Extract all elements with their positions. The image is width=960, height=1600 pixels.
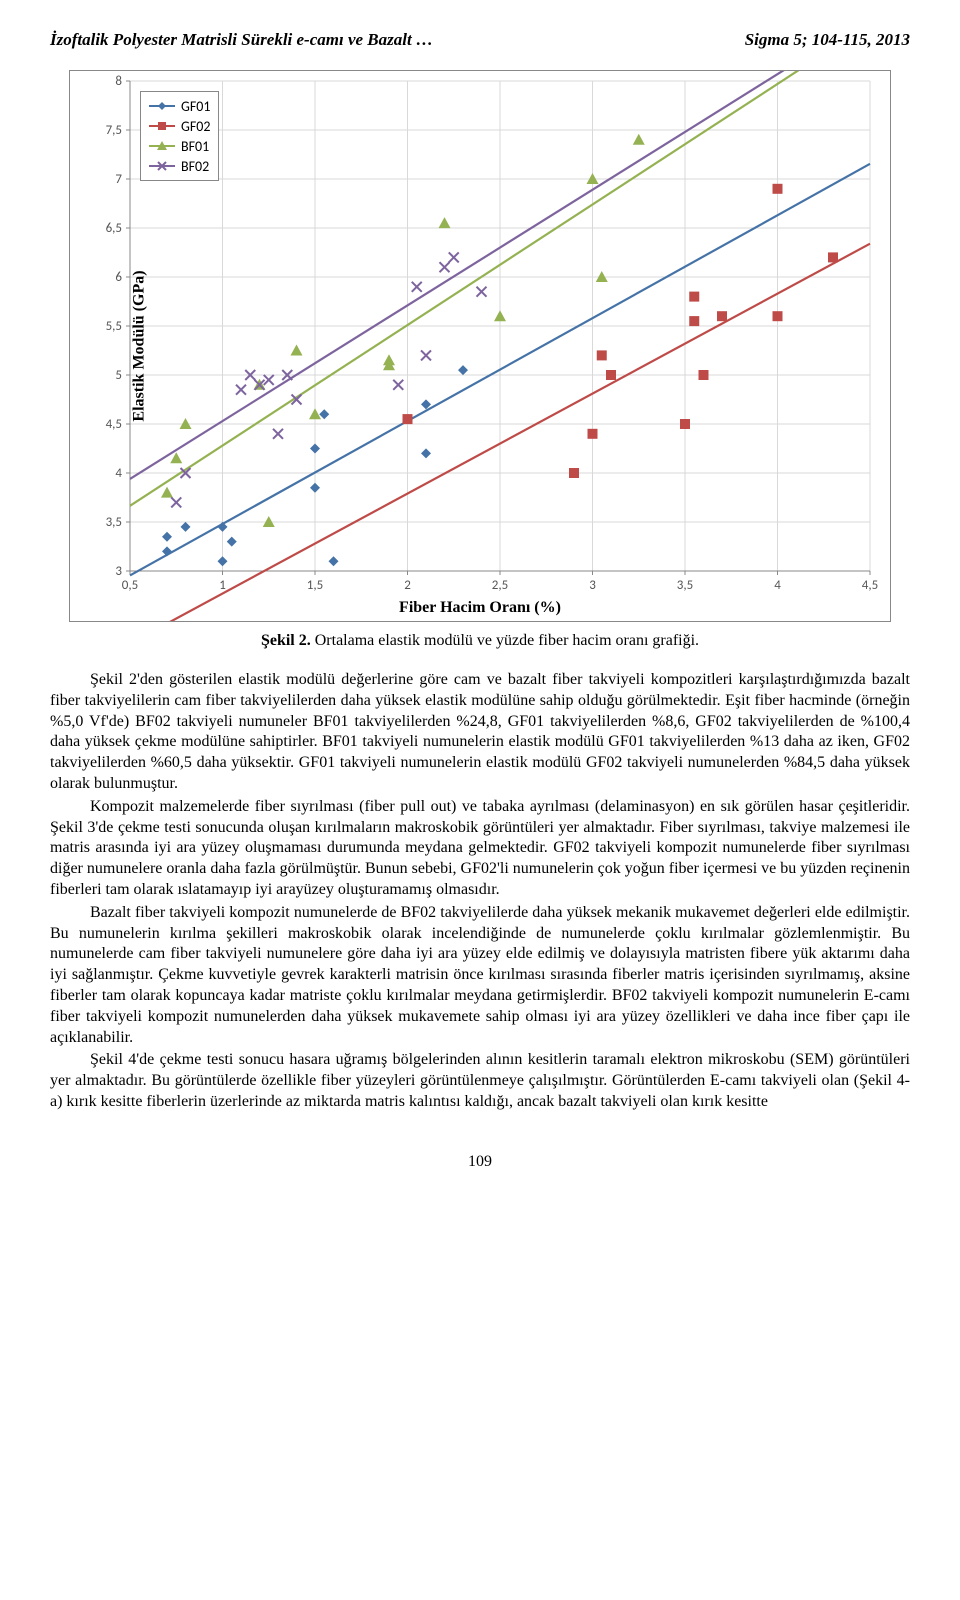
svg-text:5,5: 5,5 [106, 319, 122, 334]
page-number: 109 [50, 1153, 910, 1171]
legend-label: BF01 [181, 138, 209, 155]
svg-text:0,5: 0,5 [122, 578, 138, 593]
svg-text:3: 3 [589, 578, 596, 593]
svg-text:1: 1 [219, 578, 226, 593]
svg-text:1,5: 1,5 [307, 578, 323, 593]
y-axis-label: Elastik Modülü (GPa) [131, 270, 149, 421]
legend-label: GF02 [181, 118, 210, 135]
caption-label: Şekil 2. [261, 632, 311, 649]
body-text: Şekil 2'den gösterilen elastik modülü de… [50, 670, 910, 1113]
svg-text:8: 8 [115, 74, 122, 89]
svg-text:2,5: 2,5 [492, 578, 508, 593]
header-right: Sigma 5; 104-115, 2013 [745, 30, 910, 50]
svg-text:3,5: 3,5 [106, 515, 122, 530]
svg-text:7,5: 7,5 [106, 123, 122, 138]
paragraph: Şekil 2'den gösterilen elastik modülü de… [50, 670, 910, 795]
paragraph: Bazalt fiber takviyeli kompozit numunele… [50, 903, 910, 1049]
svg-text:3: 3 [115, 564, 122, 579]
header-left: İzoftalik Polyester Matrisli Sürekli e-c… [50, 30, 433, 50]
svg-text:4,5: 4,5 [862, 578, 878, 593]
figure-caption: Şekil 2. Ortalama elastik modülü ve yüzd… [50, 632, 910, 650]
legend-item: GF02 [149, 116, 210, 136]
svg-text:6,5: 6,5 [106, 221, 122, 236]
legend-item: BF01 [149, 136, 210, 156]
svg-text:4: 4 [774, 578, 781, 593]
caption-text: Ortalama elastik modülü ve yüzde fiber h… [311, 632, 699, 649]
chart-legend: GF01 GF02 BF01 BF02 [140, 91, 219, 181]
legend-label: BF02 [181, 158, 209, 175]
svg-text:4,5: 4,5 [106, 417, 122, 432]
elastic-modulus-chart: 3 3,5 4 4,5 5 5,5 6 6,5 7 7,5 8 0,5 1 1,5 2 2,5 3 3,5 4 4,5… [69, 70, 891, 622]
legend-item: GF01 [149, 96, 210, 116]
svg-text:4: 4 [115, 466, 122, 481]
svg-text:7: 7 [115, 172, 122, 187]
svg-text:6: 6 [115, 270, 122, 285]
legend-label: GF01 [181, 98, 210, 115]
svg-text:5: 5 [115, 368, 122, 383]
paragraph: Şekil 4'de çekme testi sonucu hasara uğr… [50, 1050, 910, 1112]
svg-text:3,5: 3,5 [677, 578, 693, 593]
page-header: İzoftalik Polyester Matrisli Sürekli e-c… [50, 30, 910, 50]
x-axis-label: Fiber Hacim Oranı (%) [399, 599, 561, 617]
legend-item: BF02 [149, 156, 210, 176]
svg-text:2: 2 [404, 578, 411, 593]
paragraph: Kompozit malzemelerde fiber sıyrılması (… [50, 797, 910, 901]
